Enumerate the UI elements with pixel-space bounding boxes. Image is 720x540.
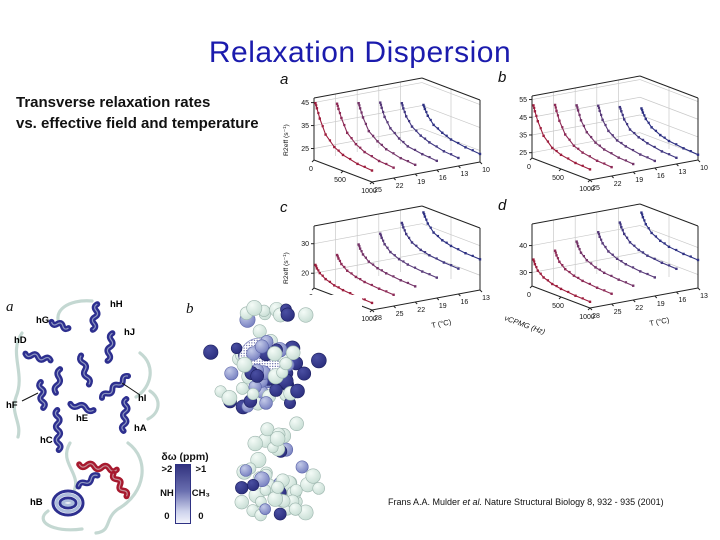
- legend-right-labels: >1 CH₃ 0: [192, 464, 210, 522]
- svg-text:10: 10: [700, 165, 708, 172]
- svg-text:1000: 1000: [579, 186, 595, 193]
- svg-text:a: a: [280, 71, 288, 88]
- svg-text:R2eff (s⁻¹): R2eff (s⁻¹): [283, 252, 290, 284]
- legend-right-mid: CH₃: [191, 487, 210, 499]
- svg-text:500: 500: [552, 303, 564, 310]
- svg-text:1000: 1000: [361, 316, 377, 323]
- legend-left-labels: >2 NH 0: [160, 464, 174, 522]
- svg-text:40: 40: [519, 243, 527, 250]
- svg-text:30: 30: [519, 270, 527, 277]
- svg-text:16: 16: [439, 175, 447, 182]
- svg-text:hJ: hJ: [124, 327, 135, 338]
- protein-ribbon-figure: a hH hG hD hJ hF hI hE hA hC hB: [6, 299, 160, 535]
- svg-text:22: 22: [396, 183, 404, 190]
- structure-figure: a hH hG hD hJ hF hI hE hA hC hB b δω (ppm) >2 NH 0…: [0, 295, 362, 540]
- legend-left-bottom: 0: [164, 511, 170, 522]
- svg-text:19: 19: [417, 179, 425, 186]
- svg-text:45: 45: [301, 100, 309, 107]
- sphere-figure: b: [186, 300, 327, 522]
- svg-text:0: 0: [309, 166, 313, 173]
- svg-text:T (°C): T (°C): [431, 317, 453, 330]
- slide-title: Relaxation Dispersion: [208, 36, 512, 69]
- citation: Frans A.A. Mulder et al. Nature Structur…: [388, 497, 664, 507]
- svg-text:45: 45: [519, 115, 527, 122]
- svg-text:19: 19: [657, 301, 665, 308]
- subtitle-line-2: vs. effective field and temperature: [16, 115, 259, 132]
- svg-text:R2eff (s⁻¹): R2eff (s⁻¹): [283, 124, 290, 156]
- svg-text:25: 25: [374, 187, 382, 194]
- svg-text:28: 28: [592, 313, 600, 320]
- svg-text:22: 22: [417, 307, 425, 314]
- svg-text:25: 25: [592, 185, 600, 192]
- citation-etal: et al.: [462, 497, 483, 507]
- svg-text:25: 25: [301, 146, 309, 153]
- svg-text:35: 35: [301, 123, 309, 130]
- svg-text:30: 30: [301, 241, 309, 248]
- svg-text:d: d: [498, 197, 507, 214]
- legend-right-bottom: 0: [198, 511, 204, 522]
- svg-text:hH: hH: [110, 299, 123, 310]
- svg-text:19: 19: [439, 303, 447, 310]
- svg-text:16: 16: [461, 299, 469, 306]
- svg-text:b: b: [186, 301, 194, 317]
- svg-text:20: 20: [301, 271, 309, 278]
- svg-text:hE: hE: [76, 413, 88, 424]
- svg-text:hD: hD: [14, 335, 27, 346]
- svg-text:35: 35: [519, 132, 527, 139]
- svg-text:νCPMG (Hz): νCPMG (Hz): [503, 313, 546, 336]
- svg-text:a: a: [6, 299, 14, 315]
- legend-gradient-bar: [174, 464, 191, 524]
- svg-text:hC: hC: [40, 435, 53, 446]
- chemical-shift-legend: δω (ppm) >2 NH 0 >1 CH₃ 0: [150, 451, 220, 524]
- legend-left-mid: NH: [160, 487, 174, 499]
- svg-text:b: b: [498, 69, 506, 86]
- svg-text:500: 500: [552, 175, 564, 182]
- svg-text:22: 22: [614, 181, 622, 188]
- svg-text:13: 13: [679, 169, 687, 176]
- svg-text:10: 10: [482, 167, 490, 174]
- svg-text:500: 500: [334, 177, 346, 184]
- svg-text:25: 25: [614, 309, 622, 316]
- legend-left-top: >2: [161, 464, 173, 475]
- svg-text:0: 0: [527, 164, 531, 171]
- svg-text:c: c: [280, 199, 288, 216]
- svg-text:22: 22: [635, 305, 643, 312]
- slide-subtitle: Transverse relaxation rates vs. effectiv…: [16, 92, 259, 134]
- svg-text:hF: hF: [6, 400, 18, 411]
- svg-text:28: 28: [374, 315, 382, 322]
- svg-text:T (°C): T (°C): [649, 315, 671, 328]
- svg-text:hG: hG: [36, 315, 49, 326]
- legend-title: δω (ppm): [161, 451, 209, 463]
- legend-right-top: >1: [195, 464, 207, 475]
- svg-text:1000: 1000: [579, 314, 595, 321]
- svg-text:13: 13: [700, 293, 708, 300]
- citation-authors: Frans A.A. Mulder: [388, 497, 463, 507]
- svg-text:16: 16: [657, 173, 665, 180]
- svg-text:13: 13: [461, 171, 469, 178]
- subtitle-line-1: Transverse relaxation rates: [16, 94, 211, 111]
- svg-text:25: 25: [519, 150, 527, 157]
- svg-text:hI: hI: [138, 393, 146, 404]
- svg-text:0: 0: [527, 292, 531, 299]
- svg-text:hA: hA: [134, 423, 147, 434]
- svg-text:hB: hB: [30, 497, 43, 508]
- svg-text:55: 55: [519, 97, 527, 104]
- svg-text:1000: 1000: [361, 188, 377, 195]
- svg-text:19: 19: [635, 177, 643, 184]
- svg-text:25: 25: [396, 311, 404, 318]
- citation-journal: Nature Structural Biology 8, 932 - 935 (…: [482, 497, 664, 507]
- svg-text:13: 13: [482, 295, 490, 302]
- svg-text:16: 16: [679, 297, 687, 304]
